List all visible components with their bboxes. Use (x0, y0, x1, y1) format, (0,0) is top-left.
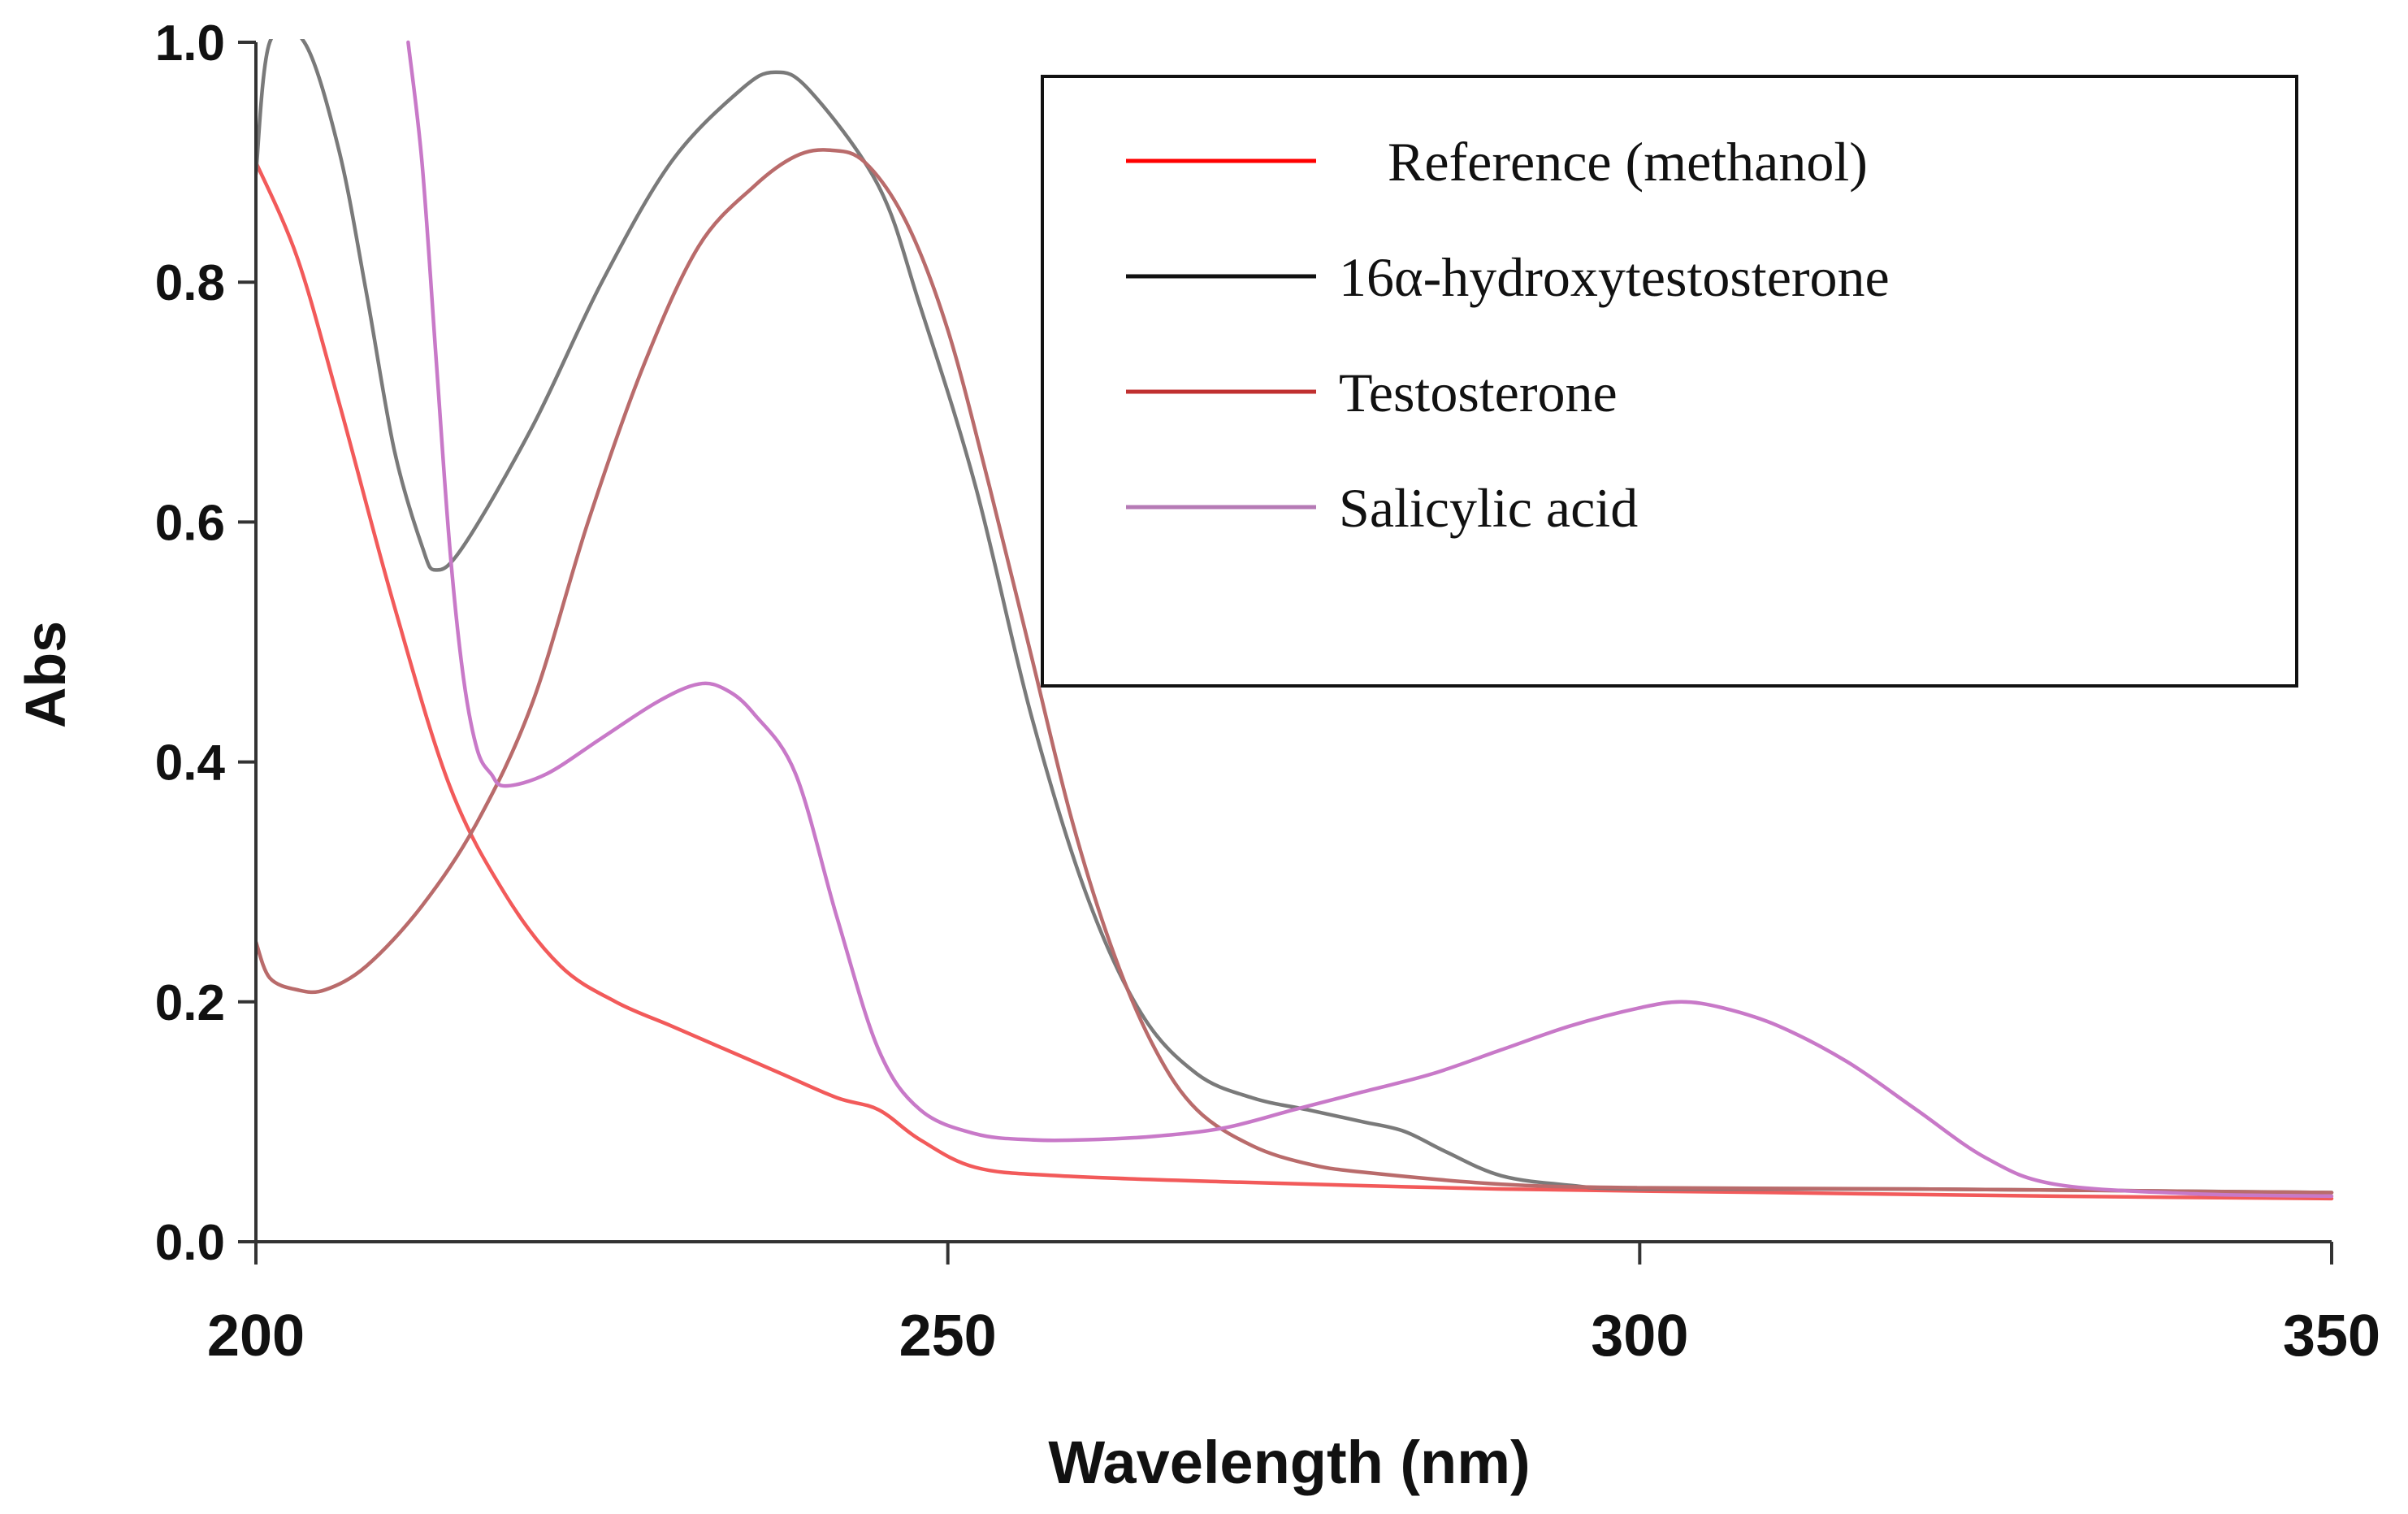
legend-box (1041, 75, 2298, 688)
y-tick-label: 1.0 (155, 15, 225, 72)
legend-label-reference-methanol: Reference (methanol) (1388, 131, 1868, 193)
y-axis-title: Abs (14, 621, 77, 728)
series-line-16-hydroxytestosterone (256, 39, 2334, 1195)
y-tick-label: 0.6 (155, 495, 225, 551)
series-line-salicylic-acid (406, 40, 2334, 1199)
x-tick-label: 250 (899, 1304, 997, 1369)
y-tick-label: 0.4 (155, 735, 226, 792)
x-tick-label: 200 (207, 1304, 305, 1369)
legend-label-16-hydroxytestosterone: 16α-hydroxytestosterone (1339, 246, 1890, 308)
series-line-reference-methanol (256, 160, 2334, 1201)
y-tick-label: 0.0 (155, 1215, 225, 1271)
y-tick-label: 0.8 (155, 255, 225, 311)
legend-label-testosterone: Testosterone (1339, 362, 1618, 423)
series-line-testosterone (256, 148, 2334, 1195)
y-tick-label: 0.2 (155, 975, 225, 1031)
series-lines (256, 39, 2334, 1201)
legend-label-salicylic-acid: Salicylic acid (1339, 477, 1638, 539)
x-tick-label: 300 (1591, 1304, 1688, 1369)
x-ticks: 200 250 300 350 (207, 1242, 2380, 1369)
legend-items: Reference (methanol) 16α-hydroxytestoster… (1126, 131, 1890, 539)
axes: 0.0 0.2 0.4 0.6 0.8 1.0 200 250 300 350 (155, 15, 2380, 1369)
x-axis-title: Wavelength (nm) (1048, 1429, 1530, 1496)
y-ticks: 0.0 0.2 0.4 0.6 0.8 1.0 (155, 15, 256, 1271)
legend: Reference (methanol) 16α-hydroxytestoster… (1041, 75, 2298, 688)
x-tick-label: 350 (2283, 1304, 2380, 1369)
